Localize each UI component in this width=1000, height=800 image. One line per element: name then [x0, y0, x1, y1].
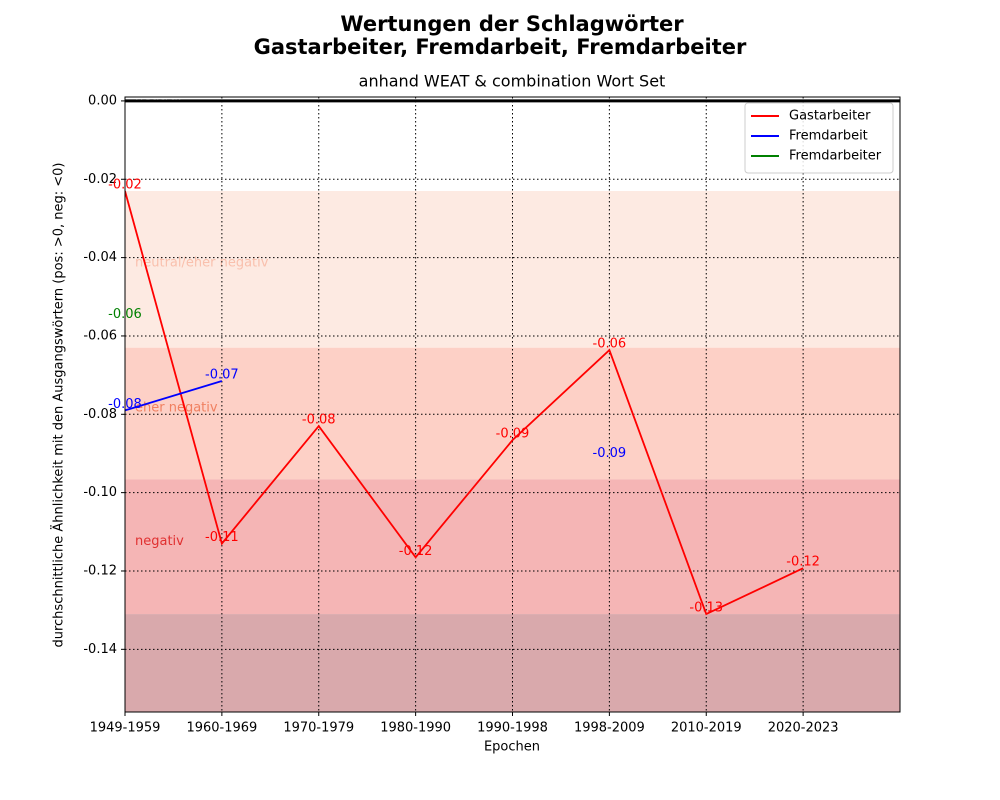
x-axis-label: Epochen — [484, 740, 540, 755]
x-tick-label: 1970-1979 — [283, 721, 354, 736]
y-tick-label: -0.12 — [83, 563, 117, 578]
y-tick-label: -0.10 — [83, 485, 117, 500]
data-label: -0.09 — [593, 446, 627, 461]
chart-title: Gastarbeiter, Fremdarbeit, Fremdarbeiter — [254, 35, 747, 59]
band-label: eher negativ — [135, 401, 218, 416]
x-tick-label: 1998-2009 — [574, 721, 645, 736]
data-label: -0.06 — [593, 337, 627, 352]
x-tick-label: 1949-1959 — [90, 721, 161, 736]
plot-frame — [124, 96, 901, 713]
x-tick-label: 1960-1969 — [186, 721, 257, 736]
x-tick-label: 1990-1998 — [477, 721, 548, 736]
reference-label: neutral — [135, 88, 182, 103]
band-label: negativ — [135, 534, 184, 549]
y-tick-label: -0.08 — [83, 407, 117, 422]
legend-label: Fremdarbeiter — [789, 149, 882, 164]
data-label: -0.08 — [302, 413, 336, 428]
data-label: -0.09 — [496, 427, 530, 442]
y-tick-label: -0.04 — [83, 250, 117, 265]
data-label: -0.12 — [399, 544, 433, 559]
series-line — [125, 190, 804, 616]
legend-label: Gastarbeiter — [789, 109, 871, 124]
legend-box — [744, 102, 894, 174]
chart-title: Wertungen der Schlagwörter — [340, 12, 684, 36]
y-axis-label: durchschnittliche Ähnlichkeit mit den Au… — [51, 162, 67, 647]
band-label: neutral/eher negativ — [135, 256, 269, 271]
y-tick-label: -0.06 — [83, 328, 117, 343]
x-tick-label: 1980-1990 — [380, 721, 451, 736]
chart-subtitle: anhand WEAT & combination Wort Set — [359, 72, 666, 91]
y-tick-label: 0.00 — [88, 93, 117, 108]
data-label: -0.13 — [689, 601, 723, 616]
data-label: -0.12 — [786, 555, 820, 570]
plot-area: neutral/eher negativ eher negativ negativ n… — [125, 88, 900, 712]
data-label: -0.07 — [205, 367, 239, 382]
x-tick-label: 2020-2023 — [768, 721, 839, 736]
y-tick-label: -0.02 — [83, 172, 117, 187]
legend-label: Fremdarbeit — [789, 129, 868, 144]
x-tick-label: 2010-2019 — [671, 721, 742, 736]
y-tick-label: -0.14 — [83, 642, 117, 657]
data-label: -0.11 — [205, 530, 239, 545]
